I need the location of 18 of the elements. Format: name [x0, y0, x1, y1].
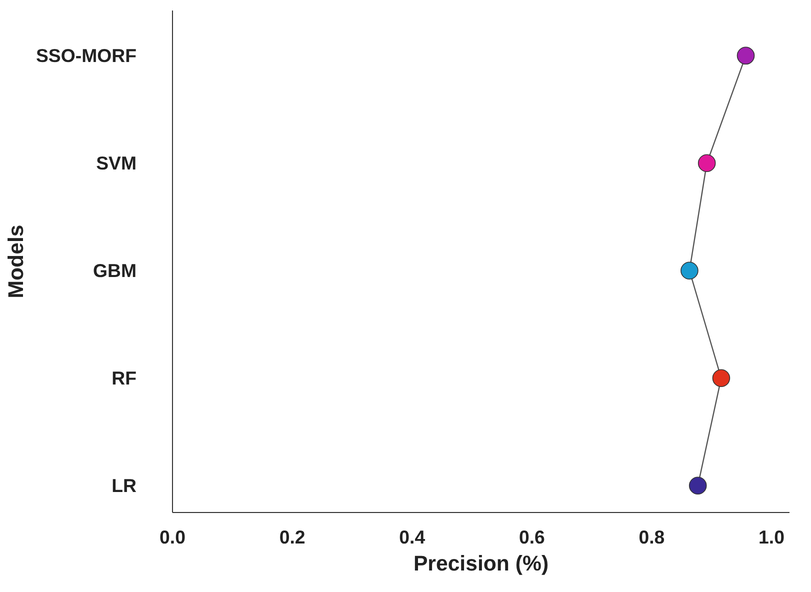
x-axis-title: Precision (%) — [413, 552, 549, 576]
x-tick-label: 0.8 — [638, 526, 665, 548]
y-tick-label: RF — [112, 368, 137, 389]
x-tick-label: 1.0 — [758, 526, 784, 548]
y-tick-label: SVM — [96, 152, 137, 174]
x-tick-label: 0.2 — [279, 526, 306, 548]
point — [712, 369, 730, 388]
point — [698, 154, 716, 172]
y-tick-label: LR — [112, 475, 138, 496]
x-tick-label: 0.6 — [518, 526, 545, 548]
x-tick-label: 0.4 — [399, 526, 426, 548]
x-tick-label: 0.0 — [160, 526, 186, 548]
y-axis-title: Models — [4, 224, 28, 298]
point — [736, 46, 755, 65]
point — [680, 262, 698, 280]
point — [688, 476, 707, 495]
y-tick-label: GBM — [92, 260, 137, 282]
y-tick-label: SSO-MORF — [36, 45, 137, 66]
